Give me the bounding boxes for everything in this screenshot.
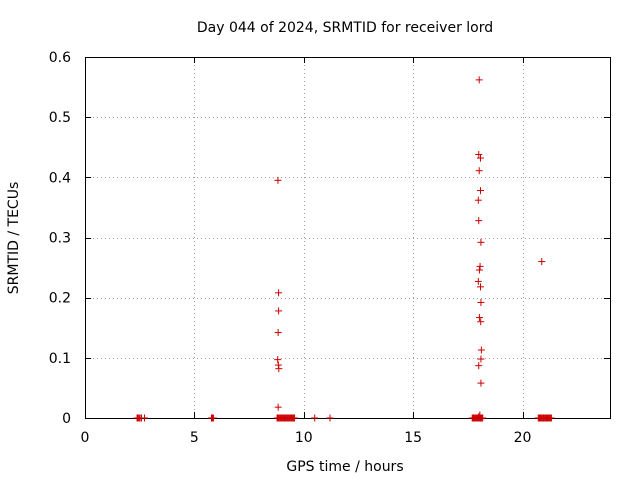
chart-title: Day 044 of 2024, SRMTID for receiver lor… — [197, 20, 493, 36]
data-point — [209, 414, 217, 422]
data-point — [477, 154, 484, 162]
data-point — [477, 346, 485, 354]
data-point — [476, 262, 484, 270]
y-axis-label: SRMTID / TECUs — [6, 182, 22, 295]
x-axis-label: GPS time / hours — [286, 459, 403, 475]
data-point — [475, 314, 483, 322]
grid-lines — [85, 57, 610, 418]
data-point — [474, 277, 482, 285]
data-point — [475, 266, 483, 274]
data-point — [274, 403, 282, 411]
data-point — [475, 413, 483, 421]
data-point — [477, 238, 485, 246]
data-point — [475, 362, 483, 370]
data-point — [311, 414, 319, 422]
plot-frame — [85, 57, 611, 419]
x-tick-label: 5 — [190, 430, 199, 446]
data-point — [475, 167, 483, 175]
data-point — [274, 329, 282, 337]
y-tick-label: 0.2 — [49, 291, 71, 307]
y-tick-label: 0.5 — [49, 110, 71, 126]
data-points — [133, 76, 555, 422]
data-point — [475, 217, 483, 225]
data-point — [538, 258, 546, 266]
data-point — [477, 298, 485, 306]
data-point — [477, 379, 485, 387]
data-point — [326, 414, 334, 422]
data-point — [547, 414, 555, 422]
x-tick-label: 10 — [295, 430, 313, 446]
y-tick-label: 0.4 — [49, 170, 71, 186]
data-point — [477, 283, 484, 291]
data-point — [274, 356, 282, 364]
data-point — [477, 318, 485, 326]
data-point — [275, 289, 283, 297]
data-point — [477, 187, 484, 195]
data-point — [475, 150, 483, 158]
y-tick-label: 0.3 — [49, 231, 71, 247]
data-point — [474, 196, 482, 204]
data-point — [477, 355, 485, 363]
data-point — [479, 414, 487, 422]
data-point — [275, 365, 283, 373]
x-tick-label: 15 — [404, 430, 422, 446]
data-point — [476, 411, 484, 419]
y-tick-label: 0.1 — [49, 351, 71, 367]
y-tick-label: 0.6 — [49, 50, 71, 66]
data-point — [275, 307, 283, 315]
x-tick-label: 20 — [514, 430, 532, 446]
data-point — [291, 414, 299, 422]
data-point — [141, 414, 148, 422]
data-point — [274, 176, 282, 184]
y-tick-label: 0 — [62, 411, 71, 427]
data-point — [475, 76, 483, 84]
axis-ticks: 0 5 10 15 20 0 0.1 0.2 0.3 0.4 0.5 0.6 — [49, 50, 610, 446]
x-tick-label: 0 — [81, 430, 90, 446]
